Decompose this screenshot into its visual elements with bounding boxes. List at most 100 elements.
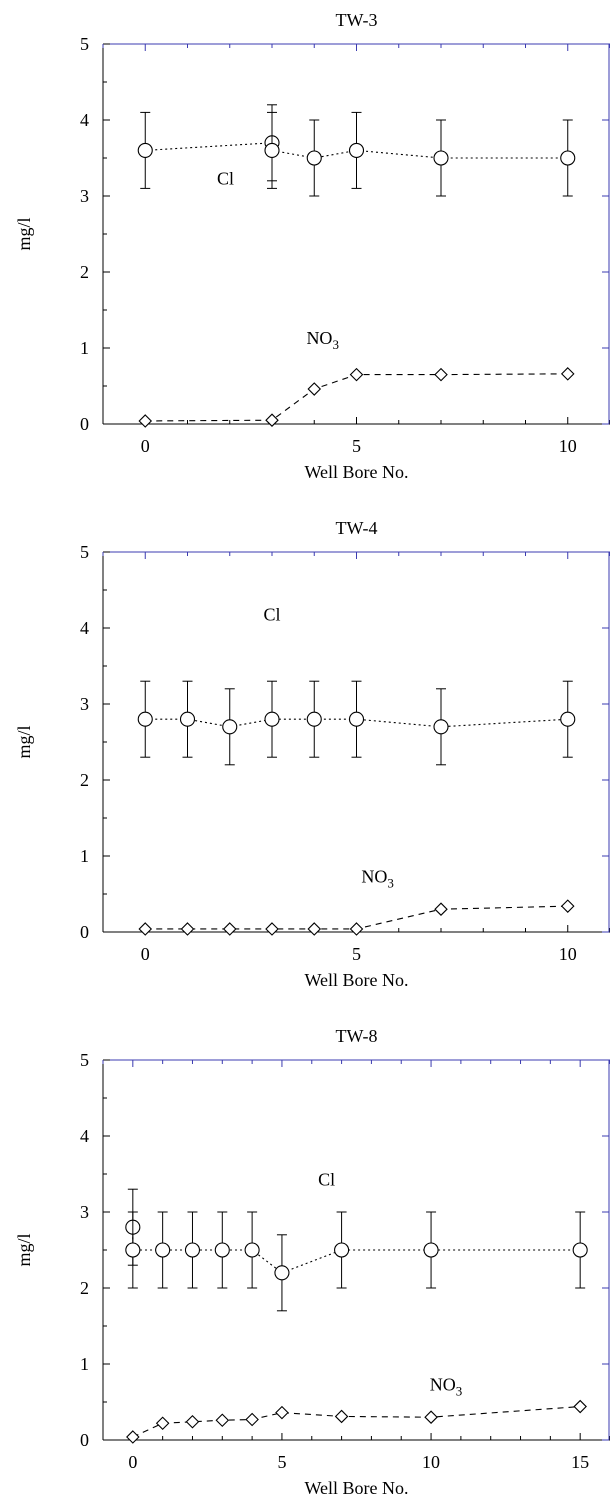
chart-title: TW-3 [336, 10, 378, 30]
y-tick-label: 5 [80, 1050, 89, 1070]
series-line [145, 373, 568, 422]
data-point [434, 902, 448, 916]
x-tick-label: 15 [571, 1452, 589, 1472]
y-tick-label: 4 [80, 110, 89, 130]
data-point [264, 711, 280, 727]
chart-panel-3: 0 1 2 3 4 5 0 5 10 15 TW-8 Well Bore No. mg/l Cl NO3 [14, 1026, 610, 1498]
y-axis-label: mg/l [14, 1233, 34, 1266]
data-point [137, 142, 153, 158]
x-axis-label: Well Bore No. [304, 970, 408, 990]
data-point [334, 1409, 349, 1424]
data-point [560, 150, 576, 166]
y-tick-label: 0 [80, 1430, 89, 1450]
series-label-no3: NO3 [361, 867, 394, 891]
series-cl [137, 104, 576, 197]
data-point [179, 711, 196, 727]
data-point [433, 150, 449, 166]
data-point [138, 414, 153, 428]
x-tick-label: 10 [422, 1452, 440, 1472]
data-point [245, 1412, 259, 1427]
data-point [424, 1410, 438, 1424]
data-point [349, 367, 364, 382]
x-tick-label: 5 [277, 1452, 286, 1472]
data-point [306, 711, 322, 727]
data-point [274, 1265, 290, 1281]
x-axis-label: Well Bore No. [304, 1478, 408, 1498]
series-cl [137, 680, 576, 766]
data-point [185, 1414, 200, 1429]
y-tick-label: 2 [80, 770, 89, 790]
x-tick-label: 5 [352, 436, 361, 456]
data-point [222, 922, 237, 936]
data-point [222, 719, 238, 735]
data-point [560, 899, 575, 913]
series-label-cl: Cl [263, 604, 280, 624]
data-point [275, 1405, 289, 1420]
chart-panel-2: 0 1 2 3 4 5 0 5 10 TW-4 Well Bore No. mg/l Cl NO3 [14, 518, 610, 990]
x-tick-label: 5 [352, 944, 361, 964]
data-point [125, 1242, 141, 1258]
y-tick-label: 5 [80, 542, 89, 562]
chart-title: TW-8 [336, 1026, 378, 1046]
data-point [572, 1242, 588, 1258]
data-point [573, 1399, 587, 1414]
series-cl [125, 1188, 588, 1312]
x-tick-label: 0 [128, 1452, 137, 1472]
data-point [307, 922, 322, 936]
data-point [155, 1242, 171, 1258]
x-tick-label: 10 [559, 436, 577, 456]
data-point [349, 922, 364, 936]
y-tick-label: 3 [80, 1202, 89, 1222]
chart-panel-1: 0 1 2 3 4 5 0 5 10 TW-3 Well Bore No. mg/l Cl NO3 [14, 10, 610, 482]
y-tick-label: 2 [80, 1278, 89, 1298]
data-point [184, 1242, 201, 1258]
series-label-cl: Cl [318, 1169, 335, 1189]
y-tick-label: 0 [80, 922, 89, 942]
data-point [423, 1242, 439, 1258]
data-point [348, 711, 365, 727]
data-point [560, 367, 575, 381]
data-point [265, 413, 279, 427]
x-tick-label: 0 [141, 944, 150, 964]
x-tick-label: 10 [559, 944, 577, 964]
y-axis-label: mg/l [14, 217, 34, 250]
data-point [264, 142, 280, 158]
y-tick-label: 1 [80, 846, 89, 866]
data-point [334, 1242, 350, 1258]
series-label-no3: NO3 [306, 328, 339, 352]
y-tick-label: 1 [80, 1354, 89, 1374]
series-label-cl: Cl [217, 169, 234, 189]
y-axis-label: mg/l [14, 725, 34, 758]
y-tick-label: 5 [80, 34, 89, 54]
y-tick-label: 3 [80, 186, 89, 206]
data-point [560, 711, 576, 727]
series-line [132, 1406, 581, 1438]
data-point [137, 711, 153, 727]
data-point [307, 382, 322, 396]
data-point [244, 1242, 260, 1258]
y-tick-label: 3 [80, 694, 89, 714]
series-label-no3: NO3 [430, 1375, 463, 1399]
data-point [306, 150, 322, 166]
y-tick-label: 0 [80, 414, 89, 434]
y-tick-label: 1 [80, 338, 89, 358]
data-point [434, 367, 448, 382]
data-point [214, 1242, 230, 1258]
y-tick-label: 4 [80, 1126, 89, 1146]
data-point [180, 922, 195, 936]
y-tick-label: 4 [80, 618, 89, 638]
series-no3 [138, 899, 575, 936]
series-no3 [126, 1399, 587, 1444]
series-no3 [138, 367, 575, 428]
data-point [348, 142, 365, 158]
x-axis-label: Well Bore No. [304, 462, 408, 482]
data-point [265, 922, 279, 936]
x-tick-label: 0 [141, 436, 150, 456]
data-point [433, 719, 449, 735]
chart-title: TW-4 [336, 518, 378, 538]
data-point [138, 922, 153, 936]
data-point [126, 1430, 140, 1444]
y-tick-label: 2 [80, 262, 89, 282]
data-point [215, 1413, 230, 1428]
